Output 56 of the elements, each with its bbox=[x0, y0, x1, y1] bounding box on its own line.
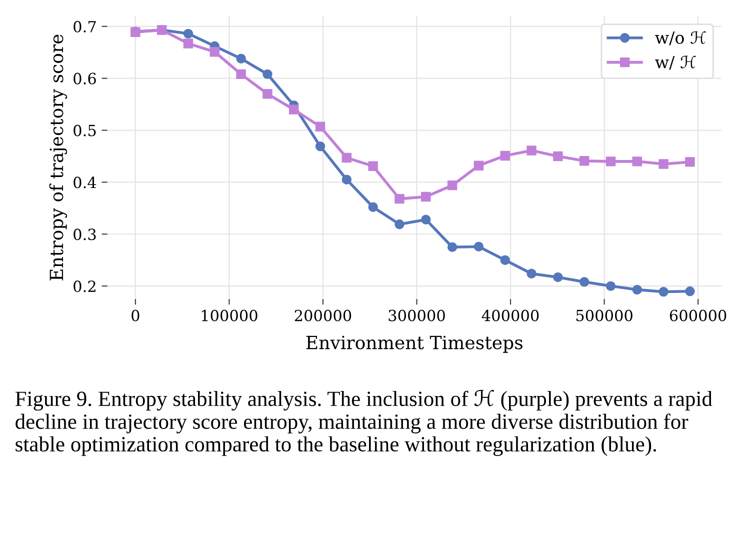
y-tick-label: 0.2 bbox=[74, 280, 96, 292]
point bbox=[262, 89, 272, 99]
point bbox=[632, 284, 642, 295]
x-tick-label: 600000 bbox=[670, 310, 726, 322]
point bbox=[368, 161, 378, 171]
y-tick-label: 0.5 bbox=[74, 124, 96, 136]
point bbox=[474, 160, 484, 170]
point bbox=[315, 122, 326, 132]
x-tick-label: 400000 bbox=[482, 310, 539, 322]
x-tick-label: 100000 bbox=[202, 310, 258, 322]
point bbox=[474, 242, 484, 252]
point bbox=[553, 151, 563, 162]
point bbox=[342, 174, 352, 184]
point bbox=[315, 142, 326, 152]
point bbox=[685, 157, 695, 167]
y-tick-label: 0.6 bbox=[74, 72, 96, 84]
point bbox=[183, 28, 194, 39]
point bbox=[394, 219, 404, 230]
point bbox=[632, 156, 642, 166]
y-axis-title: Entropy of trajectory score bbox=[49, 34, 68, 280]
legend-label: w/o ℋ bbox=[655, 31, 706, 46]
y-tick-label: 0.4 bbox=[74, 176, 96, 188]
point bbox=[500, 150, 510, 161]
point bbox=[658, 286, 668, 297]
x-axis-title: Environment Timesteps bbox=[306, 336, 522, 353]
point bbox=[236, 54, 246, 64]
point bbox=[262, 69, 272, 80]
point bbox=[183, 38, 194, 48]
x-tick-label: 300000 bbox=[388, 310, 445, 322]
point bbox=[526, 268, 536, 278]
caption: Figure 9. Entropy stability analysis. The inclusion of ℋ (purple) prevents a rapid decline in trajectory score entropy, maintaining a more diverse distribution for stable optimization compared to the baseline without regularization (blue). bbox=[15, 390, 712, 456]
point bbox=[447, 242, 458, 252]
point bbox=[210, 46, 220, 57]
point bbox=[421, 214, 431, 224]
x-tick-label: 500000 bbox=[576, 310, 632, 322]
point bbox=[447, 180, 458, 190]
point bbox=[553, 272, 563, 282]
y-tick-label: 0.3 bbox=[74, 228, 96, 240]
point bbox=[342, 152, 352, 163]
point bbox=[289, 104, 299, 114]
point bbox=[579, 277, 590, 287]
point bbox=[526, 146, 536, 156]
point bbox=[236, 69, 246, 80]
point bbox=[394, 194, 404, 204]
point bbox=[579, 156, 590, 166]
point bbox=[500, 255, 510, 265]
point bbox=[421, 192, 431, 202]
point bbox=[606, 281, 616, 291]
y-tick-label: 0.7 bbox=[74, 20, 96, 32]
legend-label: w/ ℋ bbox=[655, 56, 696, 70]
point bbox=[685, 286, 695, 296]
point bbox=[658, 159, 668, 169]
point bbox=[368, 202, 378, 212]
x-tick-label: 0 bbox=[132, 310, 140, 322]
point bbox=[606, 156, 616, 166]
x-tick-label: 200000 bbox=[294, 310, 352, 322]
